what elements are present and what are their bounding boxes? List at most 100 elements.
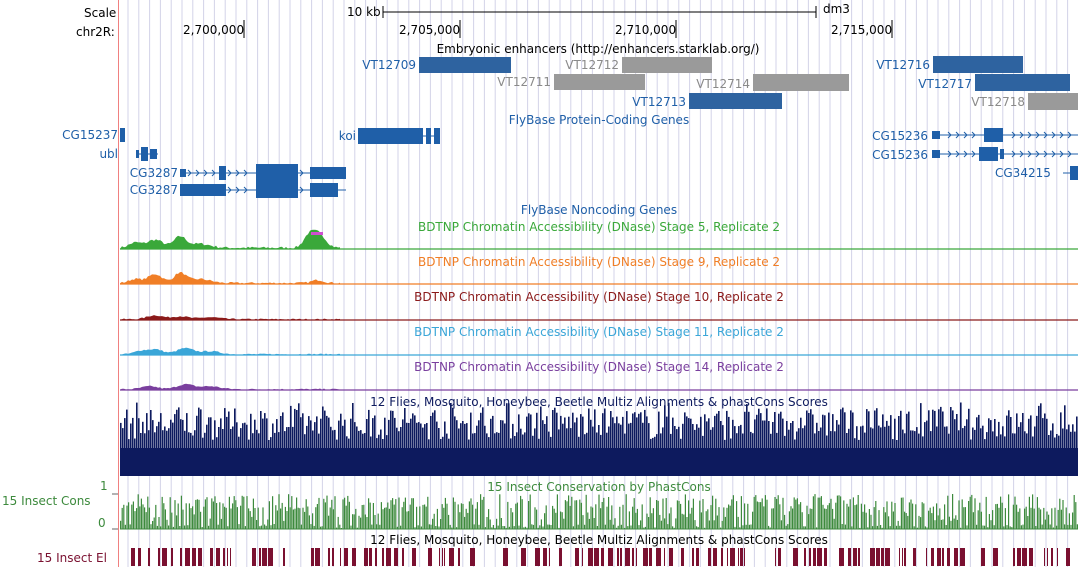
multiz-bar [878, 425, 880, 448]
multiz-bar [188, 432, 190, 448]
dnase-stage11-title[interactable]: BDTNP Chromatin Accessibility (DNase) St… [414, 325, 784, 339]
elements-side-label[interactable]: 15 Insect El [37, 551, 107, 565]
multiz-bar [864, 432, 866, 448]
multiz-bar [754, 419, 756, 448]
noncoding-genes-track-title[interactable]: FlyBase Noncoding Genes [520, 203, 678, 217]
phastcons-bar [230, 508, 232, 529]
phastcons-bar [833, 518, 835, 529]
phastcons-bar [588, 518, 590, 529]
dnase-signal [120, 229, 340, 249]
gene-label[interactable]: CG34215 [995, 166, 1051, 180]
phastcons-bar [412, 498, 414, 529]
gene-label[interactable]: CG15237 [62, 128, 118, 142]
phastcons-bar [692, 498, 694, 529]
enhancer-label[interactable]: VT12717 [918, 77, 972, 91]
gene-exon [932, 150, 940, 158]
multiz-bar [528, 413, 530, 448]
phastcons-side-label[interactable]: 15 Insect Cons [2, 494, 91, 508]
multiz-bar [1062, 428, 1064, 448]
phastcons-bar [841, 524, 843, 529]
gene-label[interactable]: CG15236 [872, 129, 928, 143]
phastcons-bar [681, 513, 683, 529]
multiz-bar [234, 408, 236, 448]
enhancer-feature[interactable] [753, 74, 849, 91]
gene-label[interactable]: ubl [99, 147, 118, 161]
multiz-bar [146, 413, 148, 448]
enhancer-feature[interactable] [622, 57, 712, 73]
phastcons-bar [401, 507, 403, 529]
phastcons-bar [590, 506, 592, 529]
multiz-bar [638, 413, 640, 448]
gene-exon [180, 184, 226, 196]
multiz-bar [1068, 424, 1070, 448]
phastcons-bar [918, 515, 920, 529]
multiz-bar [566, 428, 568, 448]
phastcons-bar [384, 507, 386, 529]
multiz-bar [386, 435, 388, 448]
phastcons-bar [430, 524, 432, 529]
enhancer-label[interactable]: VT12711 [497, 75, 551, 89]
phastcons-bar [579, 499, 581, 529]
enhancer-track-title[interactable]: Embryonic enhancers (http://enhancers.st… [436, 42, 760, 56]
dnase-signal [120, 347, 340, 355]
phastcons-bar [750, 524, 752, 529]
conserved-element [636, 548, 637, 566]
dnase-stage5-title[interactable]: BDTNP Chromatin Accessibility (DNase) St… [417, 220, 781, 234]
phastcons-bar [1003, 526, 1005, 529]
dnase-stage9-title[interactable]: BDTNP Chromatin Accessibility (DNase) St… [417, 255, 781, 269]
enhancer-label[interactable]: VT12714 [696, 77, 750, 91]
phastcons-bar [235, 500, 237, 529]
gene-label[interactable]: CG3287 [129, 183, 178, 197]
phastcons-bar [403, 501, 405, 529]
multiz-track-title[interactable]: 12 Flies, Mosquito, Honeybee, Beetle Mul… [370, 395, 828, 409]
enhancer-label[interactable]: VT12712 [565, 58, 619, 72]
gene-label[interactable]: CG15236 [872, 148, 928, 162]
enhancer-feature[interactable] [554, 74, 645, 90]
multiz-bar [608, 426, 610, 448]
multiz-bar [668, 402, 670, 448]
phastcons-bar [771, 508, 773, 529]
phastcons-bar [747, 503, 749, 529]
enhancer-feature[interactable] [689, 93, 782, 109]
gene-label[interactable]: koi [338, 129, 356, 143]
enhancer-feature[interactable] [975, 74, 1070, 91]
multiz-bar [694, 429, 696, 448]
multiz-bar [294, 408, 296, 448]
strand-arrow [1067, 150, 1072, 158]
enhancer-feature[interactable] [1028, 93, 1078, 110]
multiz-bar [230, 429, 232, 448]
phastcons-bar [944, 504, 946, 529]
enhancer-feature[interactable] [933, 56, 1023, 73]
phastcons-bar [171, 512, 173, 529]
multiz-bar [502, 420, 504, 448]
multiz-bar [762, 420, 764, 448]
multiz-bar [788, 429, 790, 448]
enhancer-label[interactable]: VT12716 [876, 58, 930, 72]
multiz-bar [540, 406, 542, 448]
enhancer-label[interactable]: VT12713 [632, 95, 686, 109]
dnase-stage10-title[interactable]: BDTNP Chromatin Accessibility (DNase) St… [414, 290, 784, 304]
phastcons-bar [761, 498, 763, 529]
phastcons-track-title[interactable]: 15 Insect Conservation by PhastCons [487, 480, 711, 494]
multiz-bar [994, 419, 996, 448]
enhancer-label[interactable]: VT12718 [971, 95, 1025, 109]
coding-genes-track-title[interactable]: FlyBase Protein-Coding Genes [508, 113, 690, 127]
multiz-bar [666, 416, 668, 448]
enhancer-label[interactable]: VT12709 [362, 58, 416, 72]
gene-label[interactable]: CG3287 [129, 166, 178, 180]
phastcons-bar [200, 511, 202, 529]
phastcons-bar [1076, 524, 1078, 529]
strand-arrow [963, 131, 968, 139]
dnase-stage14-title[interactable]: BDTNP Chromatin Accessibility (DNase) St… [414, 360, 784, 374]
conserved-element [904, 548, 906, 566]
multiz-bar [696, 424, 698, 448]
phastcons-bar [800, 502, 802, 529]
elements-track-title[interactable]: 12 Flies, Mosquito, Honeybee, Beetle Mul… [370, 533, 828, 547]
multiz-bar [514, 436, 516, 448]
enhancer-feature[interactable] [419, 57, 511, 73]
conserved-element [311, 548, 314, 566]
conserved-element [664, 548, 665, 566]
